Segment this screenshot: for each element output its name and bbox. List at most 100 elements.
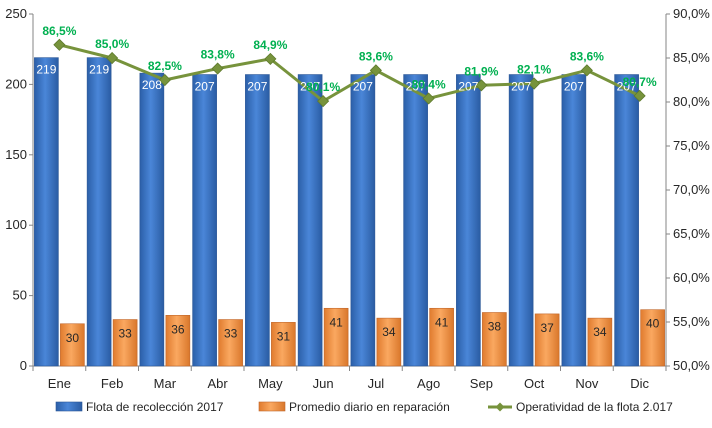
x-tick-label: Abr (208, 376, 229, 391)
line-marker-operatividad (528, 77, 541, 90)
bar-reparacion (587, 317, 613, 367)
data-label-flota: 207 (617, 80, 637, 94)
line-marker-operatividad (211, 62, 224, 75)
data-label-operatividad: 84,9% (253, 38, 287, 52)
left-tick-label: 150 (5, 147, 27, 162)
line-marker-operatividad (317, 95, 330, 108)
line-marker-operatividad (369, 64, 382, 77)
data-label-operatividad: 80,4% (412, 77, 446, 91)
data-label-reparacion: 40 (646, 317, 660, 331)
line-marker-operatividad (633, 89, 646, 102)
bar-reparacion (376, 317, 402, 367)
data-label-operatividad: 81,9% (464, 64, 498, 78)
bar-flota (614, 74, 639, 367)
data-label-operatividad: 86,5% (42, 24, 76, 38)
bar-flota (561, 74, 587, 367)
bar-reparacion (165, 315, 191, 367)
data-label-reparacion: 36 (171, 322, 185, 336)
bar-reparacion (640, 309, 665, 367)
left-tick-label: 50 (13, 288, 27, 303)
right-tick-label: 75,0% (673, 138, 710, 153)
data-label-flota: 208 (142, 78, 162, 92)
left-tick-label: 200 (5, 76, 27, 91)
bar-reparacion (218, 319, 243, 367)
right-tick-label: 80,0% (673, 94, 710, 109)
line-marker-operatividad (53, 38, 66, 51)
right-tick-label: 60,0% (673, 270, 710, 285)
line-marker-operatividad (475, 79, 488, 92)
x-tick-label: Sep (470, 376, 493, 391)
data-label-reparacion: 37 (540, 321, 554, 335)
data-label-operatividad: 80,7% (623, 75, 657, 89)
legend-label-flota: Flota de recolección 2017 (86, 400, 224, 414)
x-tick-label: Jul (368, 376, 385, 391)
x-tick-label: Dic (630, 376, 649, 391)
data-label-operatividad: 83,6% (359, 49, 393, 63)
data-label-reparacion: 33 (118, 327, 132, 341)
data-label-operatividad: 83,8% (201, 48, 235, 62)
data-label-reparacion: 34 (593, 325, 607, 339)
line-marker-operatividad (158, 73, 171, 87)
right-tick-label: 85,0% (673, 50, 710, 65)
bar-reparacion (112, 319, 138, 367)
legend-label-reparacion: Promedio diario en reparación (289, 400, 450, 414)
data-label-flota: 207 (564, 80, 584, 94)
left-tick-label: 100 (5, 217, 27, 232)
bar-flota (139, 72, 165, 367)
data-label-reparacion: 41 (435, 315, 449, 329)
data-label-reparacion: 41 (329, 315, 343, 329)
bar-reparacion (534, 313, 560, 367)
x-tick-label: Jun (313, 376, 334, 391)
bar-flota (456, 74, 481, 367)
line-marker-operatividad (264, 52, 277, 65)
x-tick-label: Ene (48, 376, 71, 391)
data-label-operatividad: 80,1% (306, 80, 340, 94)
data-label-reparacion: 30 (66, 331, 80, 345)
right-tick-label: 55,0% (673, 314, 710, 329)
data-label-operatividad: 85,0% (95, 37, 129, 51)
data-label-reparacion: 38 (488, 319, 502, 333)
legend-swatch-reparacion (258, 401, 286, 412)
legend-marker-operatividad (495, 402, 505, 412)
bar-reparacion (429, 307, 454, 367)
data-label-reparacion: 31 (277, 329, 291, 343)
left-tick-label: 250 (5, 6, 27, 21)
legend-swatch-flota (55, 401, 83, 412)
bar-flota (34, 57, 59, 367)
data-label-reparacion: 33 (224, 327, 238, 341)
data-label-flota: 219 (89, 63, 109, 77)
bar-flota (245, 74, 270, 367)
data-label-reparacion: 34 (382, 325, 396, 339)
bar-flota (350, 74, 376, 367)
right-tick-label: 90,0% (673, 6, 710, 21)
right-tick-label: 70,0% (673, 182, 710, 197)
data-label-flota: 207 (406, 80, 426, 94)
line-operatividad (59, 43, 641, 103)
bar-reparacion (323, 307, 349, 367)
x-tick-label: Oct (524, 376, 545, 391)
data-label-flota: 207 (300, 80, 320, 94)
x-tick-label: Nov (575, 376, 599, 391)
data-label-operatividad: 82,5% (148, 59, 182, 73)
data-label-operatividad: 82,1% (517, 63, 551, 77)
line-marker-operatividad (580, 64, 593, 77)
right-tick-label: 50,0% (673, 358, 710, 373)
bar-flota (508, 74, 534, 367)
x-tick-label: Ago (417, 376, 440, 391)
data-label-flota: 207 (247, 80, 267, 94)
x-tick-label: May (258, 376, 283, 391)
data-label-operatividad: 83,6% (570, 49, 604, 63)
data-label-flota: 207 (511, 80, 531, 94)
bar-flota (403, 74, 428, 367)
line-marker-operatividad (106, 51, 119, 65)
data-label-flota: 207 (458, 80, 478, 94)
bar-reparacion (482, 312, 507, 367)
right-tick-label: 65,0% (673, 226, 710, 241)
bar-flota (192, 74, 217, 367)
x-tick-label: Feb (101, 376, 123, 391)
legend-label-operatividad: Operatividad de la flota 2.017 (516, 400, 673, 414)
bar-reparacion (271, 322, 296, 367)
left-tick-label: 0 (20, 358, 27, 373)
data-label-flota: 207 (195, 80, 215, 94)
